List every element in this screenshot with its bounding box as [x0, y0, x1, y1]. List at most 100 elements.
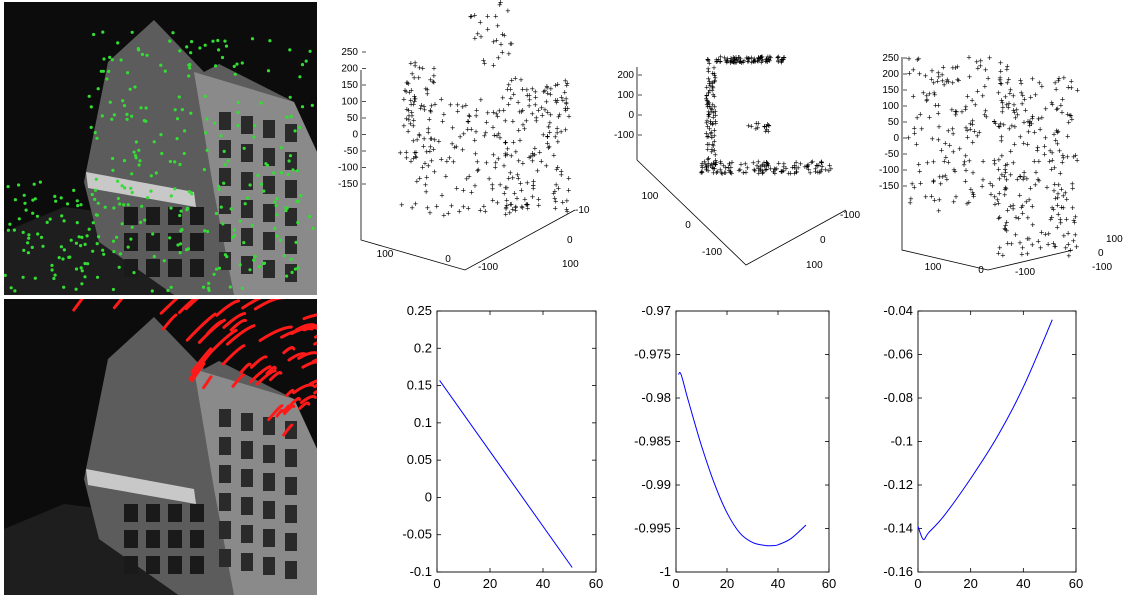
scatter-point: + — [953, 110, 958, 120]
window — [124, 233, 138, 251]
feature-track — [72, 299, 84, 312]
feature-point — [235, 62, 239, 66]
scatter-point: + — [537, 148, 542, 158]
feature-point — [217, 184, 221, 188]
feature-point — [287, 159, 291, 163]
scatter-point: + — [1011, 106, 1016, 116]
scatter-point: + — [699, 167, 704, 177]
scatter-point: + — [406, 111, 411, 121]
scatter-point: + — [1059, 185, 1064, 195]
window — [263, 417, 275, 435]
scatter-point: + — [503, 203, 508, 213]
scatter-point: + — [557, 110, 562, 120]
scatter-point: + — [712, 102, 717, 112]
feature-point — [154, 171, 158, 175]
scatter-point: + — [927, 112, 932, 122]
scatter-point: + — [1003, 225, 1008, 235]
scatter-point: + — [1032, 127, 1037, 137]
scatter-point: + — [1037, 78, 1042, 88]
feature-point — [224, 44, 229, 48]
scatter-point: + — [996, 214, 1001, 224]
scatter-point: + — [1006, 75, 1011, 85]
scatter-point: + — [473, 111, 478, 121]
scatter-point: + — [710, 140, 715, 150]
scatter-point: + — [706, 74, 711, 84]
y-tick-label: -0.97 — [641, 303, 671, 318]
scatter-point: + — [1030, 74, 1035, 84]
scatter-point: + — [924, 91, 929, 101]
scatter-point: + — [525, 178, 530, 188]
feature-point — [203, 229, 207, 233]
feature-point — [295, 200, 299, 204]
feature-point — [31, 211, 35, 215]
scatter-point: + — [718, 52, 723, 62]
scatter-point: + — [925, 158, 930, 168]
y-tick-label: 0.1 — [414, 415, 432, 430]
scatter-point: + — [798, 159, 803, 169]
scatter-point: + — [996, 121, 1001, 131]
scatter-point: + — [936, 122, 941, 132]
scatter-point: + — [551, 189, 556, 199]
scatter-point: + — [712, 69, 717, 79]
scatter-point: + — [705, 166, 710, 176]
feature-point — [219, 205, 223, 209]
scatter-point: + — [760, 168, 765, 178]
scatter-point: + — [559, 170, 564, 180]
feature-point — [21, 230, 25, 234]
scatter-point: + — [1056, 74, 1061, 84]
window — [263, 260, 275, 278]
x-tick-label: 0 — [685, 220, 691, 231]
scatter-point: + — [738, 54, 743, 64]
feature-point — [120, 222, 124, 226]
scatter-point: + — [450, 123, 455, 133]
scatter-point: + — [809, 157, 814, 167]
feature-point — [33, 197, 37, 201]
scatter-point: + — [494, 109, 499, 119]
scatter-point: + — [466, 117, 471, 127]
scatter-point: + — [984, 112, 989, 122]
scatter-point: + — [794, 167, 799, 177]
scatter-point: + — [520, 203, 525, 213]
feature-point — [95, 136, 99, 140]
feature-point — [175, 117, 180, 121]
scatter-point: + — [483, 207, 488, 217]
feature-point — [265, 163, 269, 167]
feature-point — [300, 63, 305, 67]
scatter-point: + — [715, 167, 720, 177]
scatter-point: + — [710, 162, 715, 172]
feature-point — [143, 218, 147, 222]
feature-point — [206, 229, 210, 234]
scatter-point: + — [729, 158, 734, 168]
scatter-point: + — [965, 91, 970, 101]
feature-point — [252, 258, 256, 262]
scatter-point: + — [952, 166, 957, 176]
scatter-point: + — [923, 192, 928, 202]
feature-point — [288, 95, 292, 99]
scatter-point: + — [522, 124, 527, 134]
scatter-point: + — [483, 128, 488, 138]
scatter-point: + — [924, 96, 929, 106]
scatter-point: + — [805, 161, 810, 171]
scatter-point: + — [416, 73, 421, 83]
scatter-point: + — [936, 101, 941, 111]
feature-point — [219, 134, 223, 138]
scatter-point: + — [970, 188, 975, 198]
scatter-point: + — [772, 169, 777, 179]
feature-point — [62, 219, 66, 223]
scatter-point: + — [1008, 147, 1013, 157]
scatter-point: + — [705, 64, 710, 74]
scatter-point: + — [806, 165, 811, 175]
scatter-point: + — [992, 192, 997, 202]
x-tick-label: 0 — [672, 576, 679, 591]
feature-point — [214, 64, 218, 68]
scatter-point: + — [1049, 165, 1054, 175]
y-tick-label: -100 — [575, 205, 590, 216]
scatter-point: + — [1020, 243, 1025, 253]
scatter-point: + — [1047, 146, 1052, 156]
scatter-point: + — [946, 126, 951, 136]
feature-point — [134, 156, 138, 160]
scatter-point: + — [1000, 250, 1005, 260]
scatter-point: + — [974, 57, 979, 67]
window — [124, 259, 138, 277]
scatter-point: + — [790, 163, 795, 173]
